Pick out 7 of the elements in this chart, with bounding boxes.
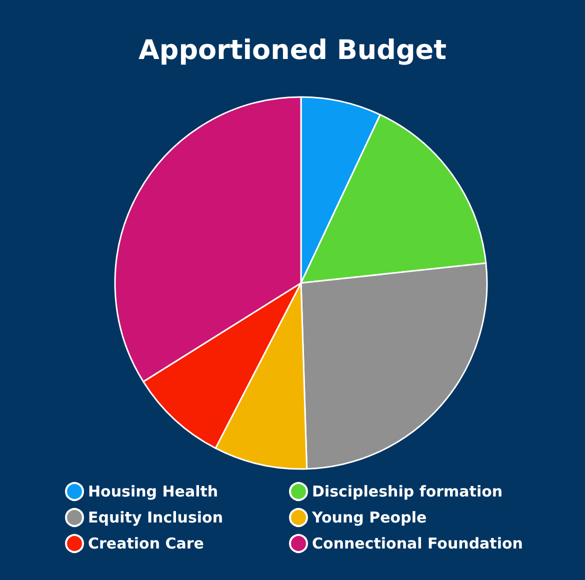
legend-label: Connectional Foundation — [312, 534, 523, 552]
legend-label: Discipleship formation — [312, 482, 503, 500]
legend-label: Young People — [311, 508, 427, 526]
legend-label: Equity Inclusion — [88, 508, 223, 526]
legend-label: Housing Health — [88, 482, 218, 500]
chart-title: Apportioned Budget — [138, 35, 447, 66]
legend-label: Creation Care — [88, 534, 204, 552]
